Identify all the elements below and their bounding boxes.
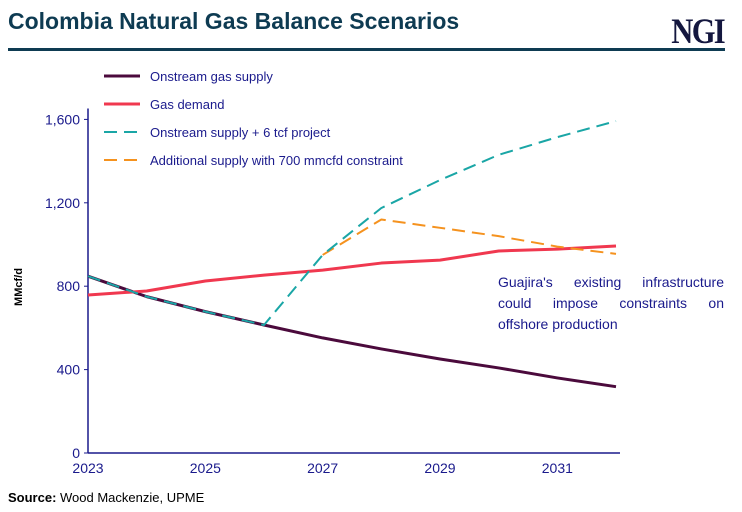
legend-label: Onstream gas supply [150,69,273,84]
x-tick-label: 2027 [307,460,338,476]
y-tick-label: 1,600 [45,111,80,127]
source-text: Wood Mackenzie, UPME [56,490,205,505]
title-divider [8,48,725,51]
y-tick-label: 400 [57,362,81,378]
series-line-1 [87,244,617,297]
annotation: Guajira's existing infrastructure could … [498,274,724,332]
series-line-2 [87,120,617,326]
source-label: Source: [8,490,57,505]
y-axis-label: MMcf/d [13,268,25,306]
legend-label: Onstream supply + 6 tcf project [150,125,331,140]
x-tick-label: 2031 [542,460,573,476]
x-tick-label: 2029 [424,460,455,476]
y-tick-label: 1,200 [45,195,80,211]
x-tick-label: 2023 [72,460,103,476]
legend-label: Gas demand [150,97,224,112]
ngi-logo: NGI [671,11,725,51]
y-tick-label: 800 [57,278,81,294]
y-tick-label: 0 [72,445,80,461]
x-tick-label: 2025 [190,460,221,476]
chart-title: Colombia Natural Gas Balance Scenarios [8,8,460,34]
source-note: Source: Wood Mackenzie, UPME [8,490,204,505]
legend-label: Additional supply with 700 mmcfd constra… [150,153,403,168]
